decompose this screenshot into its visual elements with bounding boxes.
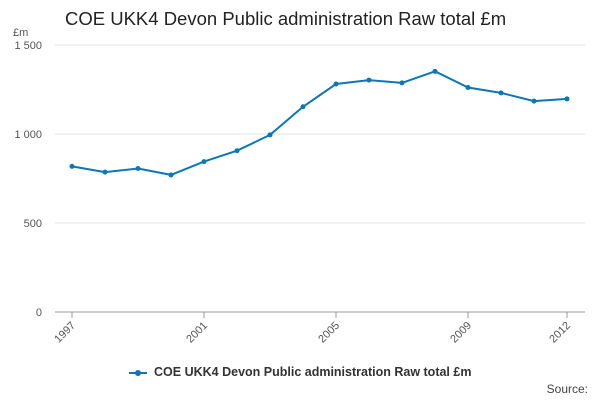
data-point[interactable] — [465, 85, 471, 91]
source-label: Source: — [546, 382, 588, 396]
x-tick-label: 2009 — [448, 320, 474, 346]
x-axis: 1997 2001 2005 2009 2012 — [52, 311, 585, 346]
x-tick-label: 2012 — [547, 320, 573, 346]
data-point[interactable] — [498, 90, 504, 96]
series-group — [69, 68, 570, 178]
data-point[interactable] — [399, 80, 405, 86]
data-point[interactable] — [432, 68, 438, 74]
data-point[interactable] — [366, 77, 372, 83]
legend[interactable]: COE UKK4 Devon Public administration Raw… — [0, 365, 600, 379]
y-tick-label: 0 — [36, 307, 42, 319]
y-axis-ticks: 0 500 1 000 1 500 — [14, 40, 42, 319]
gridlines — [55, 44, 585, 224]
data-point[interactable] — [168, 172, 174, 178]
data-point[interactable] — [531, 98, 537, 104]
legend-swatch-icon — [128, 368, 147, 378]
y-tick-label: 1 000 — [14, 129, 42, 141]
x-tick-label: 2005 — [316, 320, 342, 346]
x-tick-label: 1997 — [52, 320, 78, 346]
data-point[interactable] — [135, 166, 141, 172]
data-point[interactable] — [234, 148, 240, 154]
y-tick-label: 500 — [24, 218, 42, 230]
legend-label: COE UKK4 Devon Public administration Raw… — [154, 365, 472, 379]
data-point[interactable] — [102, 169, 108, 175]
data-point[interactable] — [564, 96, 570, 102]
y-axis-label: £m — [13, 27, 28, 39]
data-point[interactable] — [267, 132, 273, 138]
data-point[interactable] — [69, 163, 75, 169]
x-tick-label: 2001 — [184, 320, 210, 346]
series-line — [71, 70, 568, 176]
data-point[interactable] — [333, 81, 339, 87]
y-tick-label: 1 500 — [14, 40, 42, 52]
chart-title: COE UKK4 Devon Public administration Raw… — [65, 8, 507, 29]
data-point[interactable] — [201, 159, 207, 165]
data-point[interactable] — [300, 104, 306, 110]
